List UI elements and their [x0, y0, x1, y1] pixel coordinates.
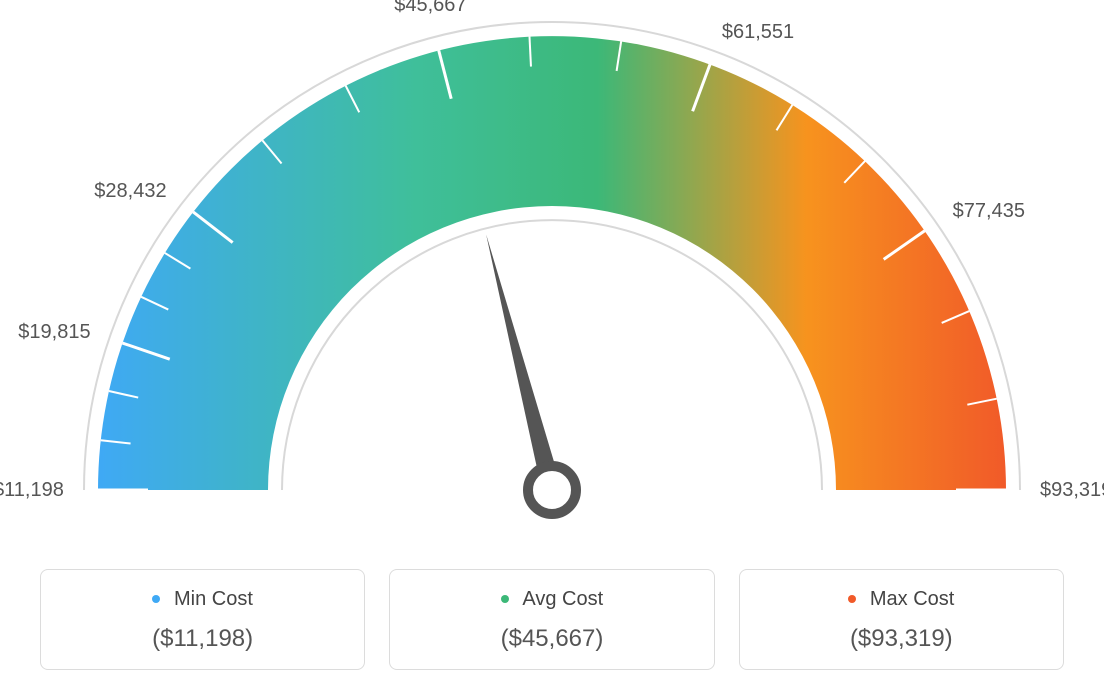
- avg-title-row: Avg Cost: [400, 588, 703, 611]
- avg-value: ($45,667): [400, 625, 703, 653]
- needle: [486, 234, 562, 492]
- min-bullet-icon: [152, 595, 160, 603]
- gauge-area: $11,198 $19,815 $28,432 $45,667 $61,551 $77,4…: [0, 0, 1104, 540]
- tick-label: $28,432: [94, 180, 166, 203]
- tick-label: $77,435: [953, 200, 1025, 223]
- min-title-row: Min Cost: [51, 588, 354, 611]
- avg-cost-card: Avg Cost ($45,667): [389, 569, 714, 670]
- avg-bullet-icon: [501, 595, 509, 603]
- cost-legend: Min Cost ($11,198) Avg Cost ($45,667) Ma…: [40, 569, 1064, 670]
- min-cost-card: Min Cost ($11,198): [40, 569, 365, 670]
- cost-gauge-infographic: { "gauge": { "type": "gauge", "min": 111…: [0, 0, 1104, 690]
- max-value: ($93,319): [750, 625, 1053, 653]
- min-title: Min Cost: [174, 588, 253, 610]
- max-title: Max Cost: [870, 588, 954, 610]
- needle-hub: [528, 466, 576, 514]
- max-cost-card: Max Cost ($93,319): [739, 569, 1064, 670]
- min-value: ($11,198): [51, 625, 354, 653]
- tick-label: $45,667: [394, 0, 466, 17]
- avg-title: Avg Cost: [522, 588, 603, 610]
- max-bullet-icon: [848, 595, 856, 603]
- color-band: [98, 36, 1006, 490]
- max-title-row: Max Cost: [750, 588, 1053, 611]
- gauge-svg: [0, 0, 1104, 540]
- tick-label: $11,198: [0, 479, 64, 502]
- tick-label: $19,815: [18, 321, 90, 344]
- tick-label: $61,551: [722, 21, 794, 44]
- tick-label: $93,319: [1040, 479, 1104, 502]
